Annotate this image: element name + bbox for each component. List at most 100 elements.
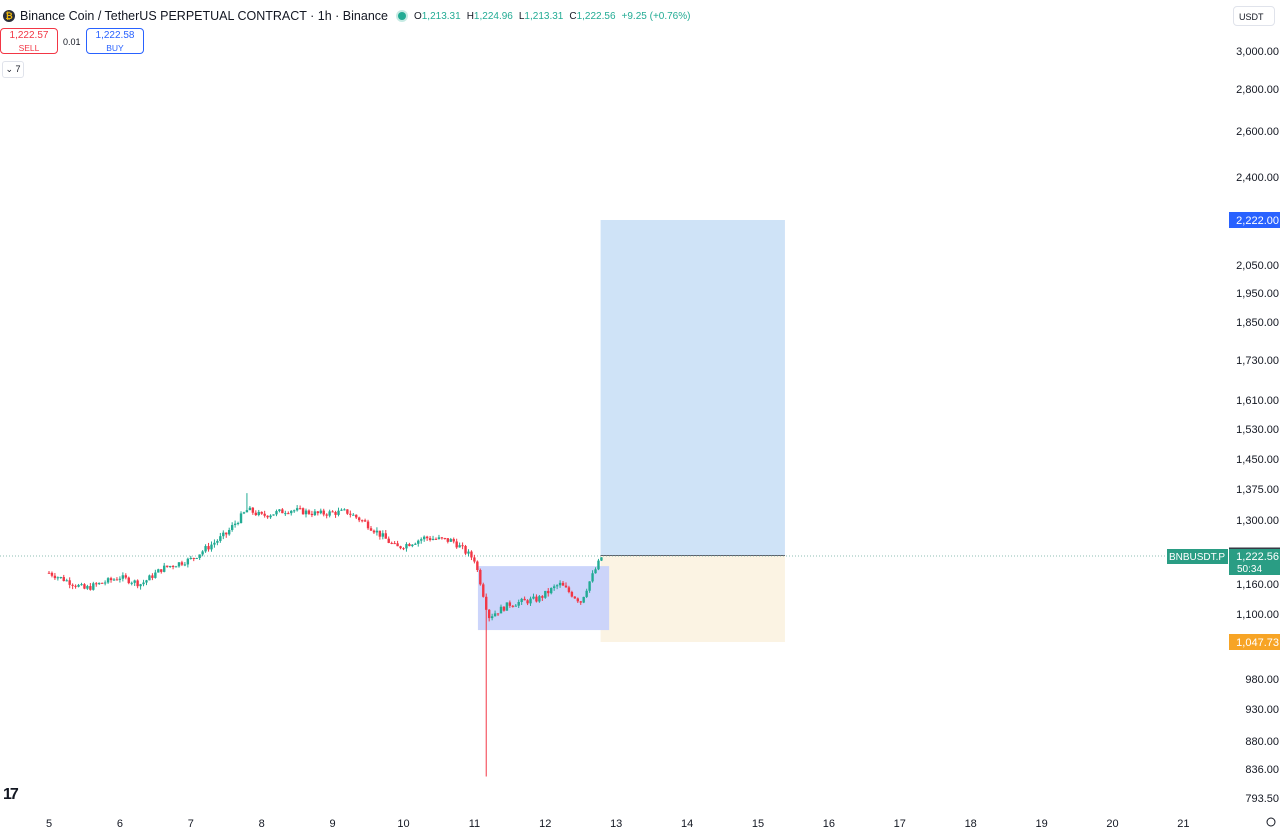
tradingview-logo-icon[interactable]: 17 xyxy=(3,786,19,803)
candle-body xyxy=(425,536,429,539)
candle-body xyxy=(118,578,122,580)
y-tick-label: 880.00 xyxy=(1245,736,1279,748)
candle-body xyxy=(490,616,494,619)
x-tick-label: 20 xyxy=(1106,818,1118,830)
candle-body xyxy=(316,511,320,514)
candle-body xyxy=(470,551,473,558)
candle-body xyxy=(133,580,136,583)
close-value: 1,222.56 xyxy=(576,10,616,22)
candle-body xyxy=(248,507,252,511)
candle-body xyxy=(378,530,382,537)
x-tick-label: 19 xyxy=(1035,818,1047,830)
indicators-toggle[interactable]: ⌄ 7 xyxy=(2,61,24,78)
candle-body xyxy=(142,582,145,585)
x-tick-label: 8 xyxy=(259,818,265,830)
candle-body xyxy=(257,511,260,516)
candle-body xyxy=(86,586,89,589)
candle-body xyxy=(399,546,402,549)
sell-button[interactable]: 1,222.57 SELL xyxy=(0,28,58,54)
candle-body xyxy=(535,596,538,602)
x-tick-label: 6 xyxy=(117,818,123,830)
y-tick-label: 2,600.00 xyxy=(1236,126,1279,138)
candle-body xyxy=(467,551,470,554)
candle-body xyxy=(526,600,529,604)
y-tick-label: 836.00 xyxy=(1245,764,1279,776)
candle-body xyxy=(269,515,272,518)
candle-body xyxy=(420,539,423,541)
y-tick-label: 1,160.00 xyxy=(1236,579,1279,591)
candle-body xyxy=(496,613,500,615)
y-tick-label: 1,450.00 xyxy=(1236,454,1279,466)
candle-body xyxy=(555,585,559,587)
candle-body xyxy=(594,569,597,574)
candle-body xyxy=(124,575,128,578)
candle-body xyxy=(219,536,222,541)
x-tick-label: 5 xyxy=(46,818,52,830)
candle-body xyxy=(207,546,210,550)
candle-body xyxy=(570,591,574,597)
y-tick-label: 793.50 xyxy=(1245,793,1279,805)
candle-body xyxy=(482,584,485,597)
candle-body xyxy=(59,577,63,579)
y-tick-label: 1,100.00 xyxy=(1236,609,1279,621)
candle-body xyxy=(334,512,337,515)
candle-body xyxy=(405,544,408,549)
candle-body xyxy=(310,513,314,516)
candle-body xyxy=(408,544,411,547)
candle-body xyxy=(195,558,198,560)
candle-body xyxy=(573,596,577,599)
candle-body xyxy=(579,601,582,603)
candle-body xyxy=(245,510,249,513)
candle-body xyxy=(174,566,178,568)
candle-body xyxy=(352,514,355,516)
candle-body xyxy=(417,540,420,544)
candle-body xyxy=(62,577,65,582)
candle-body xyxy=(254,512,257,516)
candle-body xyxy=(322,510,325,515)
buy-button[interactable]: 1,222.58 BUY xyxy=(86,28,144,54)
candle-body xyxy=(505,602,509,611)
candle-body xyxy=(550,588,553,594)
candle-body xyxy=(95,583,98,585)
x-tick-label: 16 xyxy=(823,818,835,830)
x-tick-label: 21 xyxy=(1177,818,1189,830)
currency-selector[interactable]: USDT xyxy=(1233,6,1275,26)
candle-body xyxy=(292,510,296,512)
y-tick-label: 1,850.00 xyxy=(1236,317,1279,329)
candle-body xyxy=(434,538,438,540)
candle-body xyxy=(168,565,172,567)
symbol-header[interactable]: ₿ Binance Coin / TetherUS PERPETUAL CONT… xyxy=(0,6,690,26)
countdown-label: 50:34 xyxy=(1237,564,1262,575)
candle-body xyxy=(493,613,497,617)
candle-body xyxy=(431,538,435,540)
candle-body xyxy=(165,565,169,567)
candle-body xyxy=(183,564,187,566)
open-value: 1,213.31 xyxy=(421,10,461,22)
candle-body xyxy=(298,508,302,510)
candle-body xyxy=(340,509,343,511)
ohlc-values: O1,213.31 H1,224.96 L1,213.31 C1,222.56 … xyxy=(414,11,691,22)
candle-body xyxy=(372,530,376,533)
change-value: +9.25 (+0.76%) xyxy=(621,10,691,22)
y-tick-label: 2,050.00 xyxy=(1236,260,1279,272)
high-label: H xyxy=(466,10,474,22)
candle-body xyxy=(192,557,195,559)
candle-body xyxy=(461,545,464,547)
candle-body xyxy=(511,605,515,607)
candle-body xyxy=(443,538,447,540)
buy-label: BUY xyxy=(106,43,124,53)
range-box xyxy=(477,566,610,631)
candle-body xyxy=(233,523,237,526)
candle-body xyxy=(112,579,116,581)
stop-price-label: 1,047.73 xyxy=(1236,637,1279,649)
candle-body xyxy=(127,577,130,584)
candle-body xyxy=(567,587,571,592)
symbol-tag-label: BNBUSDT.P xyxy=(1169,552,1225,563)
symbol-title[interactable]: Binance Coin / TetherUS PERPETUAL CONTRA… xyxy=(20,9,388,23)
buy-price: 1,222.58 xyxy=(95,30,135,41)
candle-body xyxy=(216,540,219,543)
y-tick-label: 1,375.00 xyxy=(1236,484,1279,496)
candle-body xyxy=(384,533,387,539)
